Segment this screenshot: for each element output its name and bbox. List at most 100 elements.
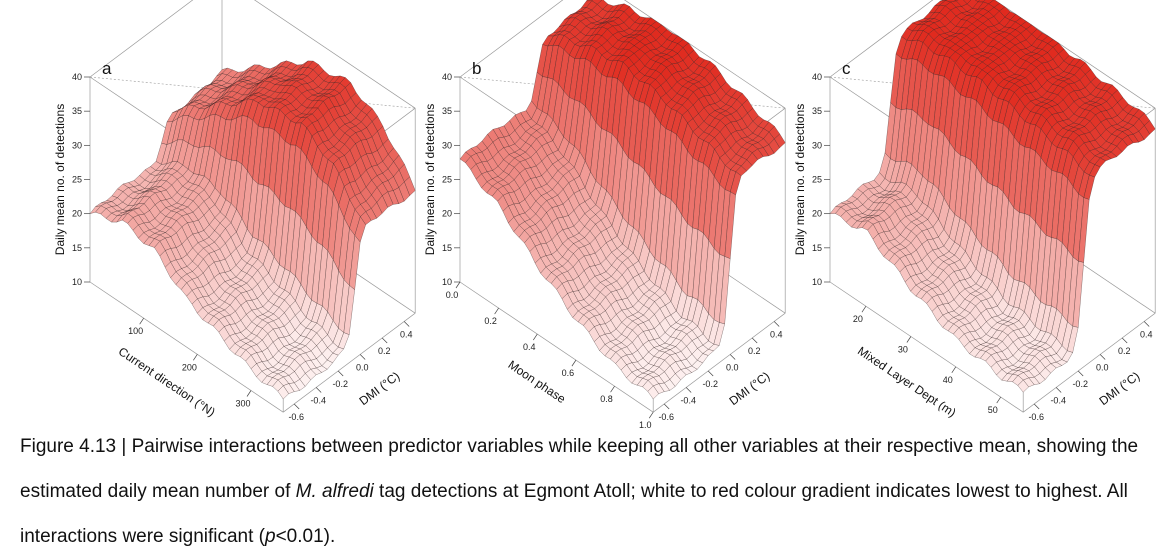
box-edge bbox=[829, 281, 1024, 413]
z-tick-label: 15 bbox=[442, 243, 452, 253]
y-tick-label: 0.0 bbox=[1096, 362, 1109, 372]
y-axis-label: DMI (°C) bbox=[356, 369, 402, 408]
y-tick-label: 0.4 bbox=[770, 329, 783, 339]
surface-cell bbox=[277, 385, 289, 400]
surface bbox=[89, 60, 416, 400]
x-tick bbox=[455, 281, 461, 289]
y-tick-label: -0.2 bbox=[1072, 379, 1088, 389]
y-axis-label: DMI (°C) bbox=[726, 369, 772, 408]
y-tick-label: 0.0 bbox=[356, 362, 369, 372]
box-edge bbox=[459, 281, 654, 413]
x-tick bbox=[494, 307, 499, 315]
box-edge bbox=[282, 312, 416, 413]
x-tick bbox=[951, 366, 957, 373]
y-tick bbox=[773, 321, 780, 327]
x-tick bbox=[861, 306, 867, 313]
z-tick-label: 10 bbox=[72, 277, 82, 287]
y-tick bbox=[1099, 354, 1106, 360]
x-tick bbox=[246, 390, 252, 397]
panel-label: a bbox=[102, 59, 112, 78]
y-tick bbox=[1077, 370, 1084, 377]
x-tick-label: 50 bbox=[988, 405, 998, 415]
panel-label: b bbox=[472, 59, 481, 78]
surface-cell bbox=[647, 385, 659, 400]
y-axis-label: DMI (°C) bbox=[1096, 369, 1142, 408]
y-tick bbox=[1033, 403, 1040, 410]
caption-p-symbol: p bbox=[265, 526, 276, 547]
surface-plot-c-svg: 10 15 20 25 30 35 40 Daily mean no. of detectio… bbox=[793, 0, 1156, 422]
y-tick-label: 0.4 bbox=[1140, 329, 1153, 339]
y-tick bbox=[403, 321, 410, 327]
z-tick-label: 20 bbox=[812, 209, 822, 219]
y-tick bbox=[381, 337, 388, 344]
z-axis-label: Daily mean no. of detections bbox=[423, 104, 437, 255]
y-tick bbox=[315, 387, 322, 393]
y-tick-label: -0.2 bbox=[332, 379, 348, 389]
x-tick bbox=[532, 333, 538, 341]
y-tick-label: 0.2 bbox=[748, 346, 761, 356]
x-tick-label: 40 bbox=[943, 375, 953, 385]
y-tick-label: -0.2 bbox=[702, 379, 718, 389]
x-tick-label: 0.6 bbox=[562, 368, 575, 378]
z-axis-label: Daily mean no. of detections bbox=[793, 104, 807, 255]
x-tick-label: 300 bbox=[235, 399, 250, 409]
surface-plot-a: 10 15 20 25 30 35 40 Daily mean no. of detectio… bbox=[30, 0, 416, 422]
caption-paragraph: Figure 4.13 | Pairwise interactions betw… bbox=[20, 424, 1150, 559]
z-tick-label: 30 bbox=[72, 140, 82, 150]
z-tick-label: 15 bbox=[72, 243, 82, 253]
y-tick-label: -0.4 bbox=[1050, 395, 1066, 405]
y-tick-label: 0.2 bbox=[1118, 346, 1131, 356]
x-tick bbox=[648, 412, 654, 419]
z-tick-label: 35 bbox=[72, 106, 82, 116]
surface bbox=[829, 0, 1156, 393]
y-tick bbox=[293, 403, 300, 410]
y-tick-label: -0.6 bbox=[288, 412, 304, 422]
y-tick bbox=[337, 370, 344, 377]
z-tick-label: 30 bbox=[442, 140, 452, 150]
surface bbox=[459, 0, 786, 400]
z-tick-label: 10 bbox=[442, 277, 452, 287]
y-tick bbox=[685, 387, 692, 393]
x-tick bbox=[139, 317, 144, 325]
y-tick bbox=[359, 354, 366, 360]
x-tick-label: 100 bbox=[128, 326, 143, 336]
z-tick-label: 20 bbox=[72, 209, 82, 219]
z-tick-label: 35 bbox=[442, 106, 452, 116]
z-tick-label: 15 bbox=[812, 243, 822, 253]
y-tick-label: -0.6 bbox=[1028, 412, 1044, 422]
y-tick bbox=[1055, 387, 1062, 393]
z-axis: 10 15 20 25 30 35 40 Daily mean no. of detectio… bbox=[793, 72, 830, 287]
z-tick-label: 30 bbox=[812, 140, 822, 150]
x-tick-label: 30 bbox=[898, 345, 908, 355]
y-tick-label: -0.6 bbox=[658, 412, 674, 422]
box-edge bbox=[1022, 312, 1156, 413]
x-tick-label: 200 bbox=[182, 362, 197, 372]
z-axis: 10 15 20 25 30 35 40 Daily mean no. of detectio… bbox=[423, 72, 460, 287]
y-tick bbox=[1121, 337, 1128, 344]
caption-prefix: Figure 4.13 | Pairwise interactions betw… bbox=[20, 436, 1139, 502]
z-tick-label: 25 bbox=[812, 175, 822, 185]
x-tick-label: 0.0 bbox=[446, 290, 459, 300]
z-tick-label: 25 bbox=[72, 175, 82, 185]
caption-species: M. alfredi bbox=[295, 481, 374, 502]
y-tick bbox=[707, 370, 714, 377]
x-tick bbox=[610, 385, 615, 393]
z-tick-label: 40 bbox=[812, 72, 822, 82]
y-tick bbox=[1143, 321, 1150, 327]
x-tick bbox=[193, 354, 198, 361]
z-tick-label: 35 bbox=[812, 106, 822, 116]
box-edge bbox=[829, 0, 934, 78]
surface-plot-a-svg: 10 15 20 25 30 35 40 Daily mean no. of detectio… bbox=[53, 0, 416, 422]
surface-plot-b: 10 15 20 25 30 35 40 Daily mean no. of detectio… bbox=[400, 0, 786, 430]
x-tick-label: 0.4 bbox=[523, 342, 536, 352]
figure-caption: Figure 4.13 | Pairwise interactions betw… bbox=[20, 424, 1150, 559]
y-tick bbox=[729, 354, 736, 360]
caption-middle: tag detections at Egmont Atoll; white to… bbox=[20, 481, 1128, 547]
y-tick bbox=[751, 337, 758, 344]
x-tick-label: 1.0 bbox=[639, 420, 652, 430]
surface-plot-c: 10 15 20 25 30 35 40 Daily mean no. of detectio… bbox=[770, 0, 1156, 422]
z-tick-label: 20 bbox=[442, 209, 452, 219]
y-tick-label: -0.4 bbox=[680, 395, 696, 405]
y-tick-label: -0.4 bbox=[310, 395, 326, 405]
x-tick-label: 0.2 bbox=[484, 316, 497, 326]
